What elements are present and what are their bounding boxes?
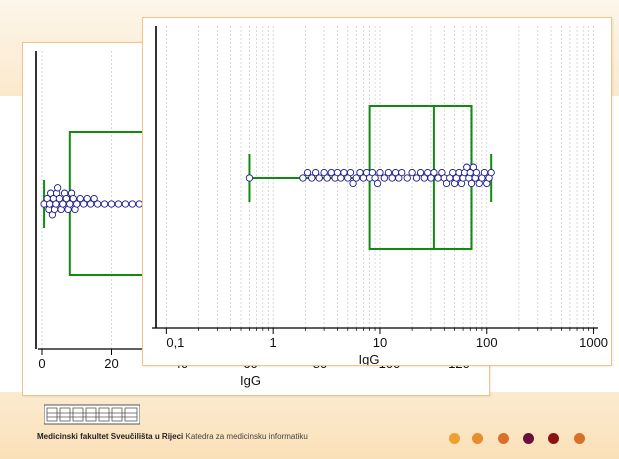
data-point (245, 174, 254, 182)
data-point (73, 200, 81, 208)
data-point (308, 174, 316, 182)
data-point (427, 174, 435, 182)
x-axis-label: IgG (359, 352, 380, 365)
footer-dot (548, 433, 559, 444)
footer-institution: Medicinski fakultet Sveučilišta u Rijeci (37, 432, 184, 441)
data-point (442, 179, 451, 188)
data-point (114, 200, 123, 208)
data-point (69, 194, 77, 203)
data-point (90, 194, 98, 203)
data-point (312, 168, 320, 177)
data-point (467, 179, 476, 188)
data-point (323, 174, 331, 182)
data-point (380, 174, 389, 182)
footer-dot (574, 433, 585, 444)
data-point (480, 168, 489, 177)
data-point (346, 168, 355, 177)
data-point (76, 194, 84, 203)
data-point (59, 200, 67, 208)
data-point (395, 174, 403, 182)
data-point (487, 168, 495, 177)
data-point (349, 179, 357, 188)
data-point (66, 200, 74, 208)
data-point (408, 168, 416, 177)
data-point (412, 174, 421, 182)
bottom-band (0, 392, 619, 459)
boxplot-log-chart: 0,1 1 10 100 1000 IgG (152, 26, 608, 367)
data-point (87, 200, 95, 208)
footer-dot (523, 433, 534, 444)
footer-dot (472, 433, 483, 444)
data-point (376, 168, 384, 177)
data-point (83, 194, 91, 203)
data-point (320, 168, 328, 177)
data-point (373, 179, 382, 188)
data-point (315, 174, 323, 182)
data-point (430, 168, 438, 177)
footer-dot (498, 433, 509, 444)
footer-department: Katedra za medicinsku informatiku (185, 432, 308, 441)
data-point (52, 200, 60, 208)
data-point (472, 168, 481, 177)
data-point (80, 200, 88, 208)
data-point (398, 168, 406, 177)
x-axis-label: IgG (240, 373, 261, 388)
data-point (55, 194, 64, 203)
footer-text: Medicinski fakultet Sveučilišta u Rijeci… (37, 432, 308, 441)
x-tick-label: 1 (270, 335, 277, 350)
data-point (53, 184, 62, 192)
footer-dot (449, 433, 460, 444)
x-tick-label: 0,1 (166, 335, 184, 350)
data-point (128, 200, 137, 208)
data-point (100, 200, 109, 208)
boxplot-log-panel: 0,1 1 10 100 1000 IgG (142, 17, 612, 367)
data-point (303, 168, 312, 177)
data-point (93, 200, 102, 208)
data-point (403, 174, 411, 182)
x-tick-label: 20 (104, 356, 118, 371)
data-point (107, 200, 116, 208)
x-tick-label: 1000 (579, 335, 608, 350)
x-tick-label: 10 (373, 335, 387, 350)
data-point (62, 194, 70, 203)
data-point (121, 200, 130, 208)
x-tick-label: 100 (476, 335, 498, 350)
x-tick-label: 0 (38, 356, 45, 371)
data-point (337, 174, 345, 182)
data-point (299, 174, 307, 182)
data-point (352, 174, 360, 182)
data-point (384, 168, 393, 177)
data-point (416, 168, 425, 177)
faculty-logo (44, 404, 140, 425)
data-point (469, 163, 478, 171)
